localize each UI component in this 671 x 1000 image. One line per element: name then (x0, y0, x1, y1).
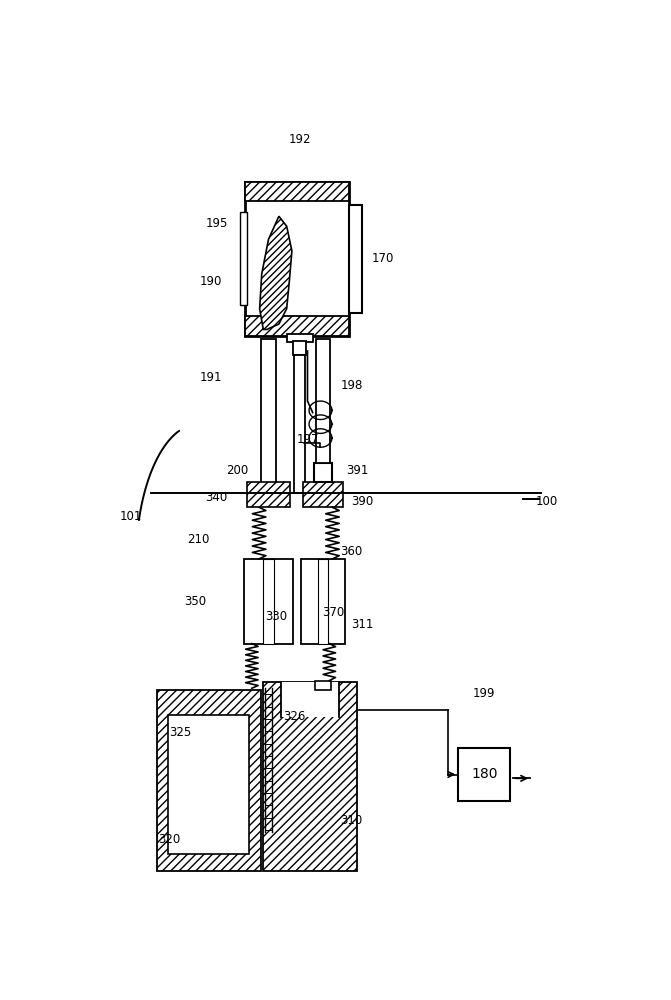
Bar (287, 334, 313, 342)
Text: 320: 320 (158, 833, 180, 846)
Bar (245, 316, 349, 336)
Text: 210: 210 (187, 533, 209, 546)
Text: 340: 340 (205, 491, 227, 504)
Bar (301, 559, 345, 644)
Text: 325: 325 (169, 726, 191, 739)
Bar (240, 212, 247, 305)
Bar (318, 559, 328, 644)
Bar (244, 559, 293, 644)
Bar (458, 748, 510, 801)
Text: 191: 191 (200, 371, 223, 384)
Text: 330: 330 (265, 610, 287, 623)
Text: 198: 198 (340, 379, 363, 392)
Text: 180: 180 (471, 768, 497, 782)
Bar (245, 182, 349, 336)
Bar (314, 463, 332, 482)
Bar (282, 682, 339, 717)
Text: 101: 101 (119, 510, 142, 523)
Bar (263, 559, 274, 644)
Text: 360: 360 (341, 545, 363, 558)
Text: 390: 390 (351, 495, 373, 508)
Text: 350: 350 (185, 595, 207, 608)
Text: 370: 370 (322, 606, 345, 619)
Text: 192: 192 (289, 133, 311, 146)
Bar (294, 355, 305, 493)
Polygon shape (260, 216, 292, 329)
Text: 170: 170 (372, 252, 394, 265)
Text: 311: 311 (351, 618, 373, 631)
Text: 326: 326 (283, 710, 306, 723)
Bar (316, 339, 330, 463)
Bar (293, 341, 306, 355)
Bar (315, 681, 331, 690)
Bar (349, 205, 362, 312)
Text: 197: 197 (296, 433, 319, 446)
Bar (263, 682, 357, 871)
Bar (247, 482, 291, 507)
Bar (261, 339, 276, 493)
Bar (303, 482, 343, 507)
Text: 100: 100 (535, 495, 558, 508)
Text: 195: 195 (205, 217, 227, 230)
Text: 190: 190 (200, 275, 223, 288)
Bar (168, 715, 249, 854)
Text: 391: 391 (346, 464, 368, 477)
Text: 200: 200 (226, 464, 248, 477)
Text: 310: 310 (341, 814, 363, 827)
Text: 199: 199 (473, 687, 496, 700)
Bar (156, 690, 260, 871)
Bar (245, 182, 349, 201)
